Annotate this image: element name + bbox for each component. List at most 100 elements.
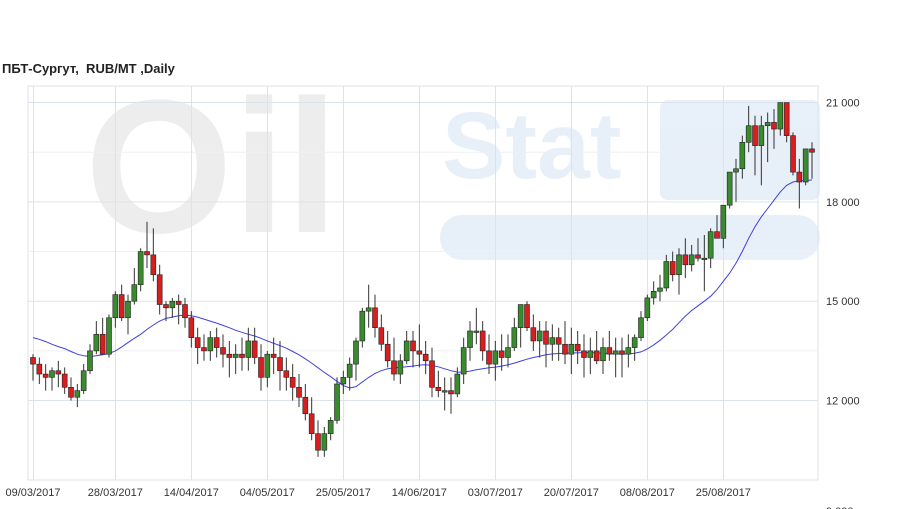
candles-group	[30, 102, 815, 457]
candle-body	[334, 383, 340, 421]
candle-up	[441, 377, 448, 411]
candle-body	[739, 141, 746, 170]
candle-down	[239, 337, 245, 371]
candle-body	[650, 290, 657, 299]
candle-up	[169, 297, 176, 318]
candle-up	[536, 321, 543, 358]
candle-up	[80, 364, 87, 394]
candle-body	[726, 171, 733, 206]
candle-body	[796, 171, 803, 183]
candle-down	[372, 294, 378, 338]
candle-down	[175, 294, 182, 325]
candle-body	[277, 357, 283, 372]
candle-body	[201, 347, 207, 352]
candle-body	[467, 330, 473, 348]
candle-body	[365, 307, 372, 312]
candle-down	[619, 337, 625, 378]
candle-body	[745, 125, 752, 143]
candle-body	[340, 377, 347, 385]
x-axis: 09/03/2017 28/03/2017 14/04/2017 04/05/2017…	[5, 487, 750, 499]
candle-body	[752, 125, 758, 146]
candle-body	[410, 340, 416, 352]
candle-down	[530, 314, 537, 351]
candle-down	[226, 340, 233, 378]
candle-body	[606, 347, 613, 355]
candle-down	[593, 331, 600, 365]
candle-down	[270, 337, 277, 375]
candle-body	[549, 337, 556, 345]
candle-down	[188, 311, 195, 348]
candle-body	[562, 343, 568, 355]
candle-down	[315, 420, 321, 457]
x-tick-label: 14/06/2017	[392, 487, 447, 499]
candle-body	[574, 343, 581, 352]
candle-body	[644, 297, 651, 319]
candle-up	[131, 268, 138, 305]
x-tick-label: 14/04/2017	[164, 487, 219, 499]
candle-body	[384, 343, 391, 362]
candle-down	[562, 321, 568, 365]
candle-up	[346, 357, 353, 391]
candle-body	[99, 334, 106, 355]
candle-body	[758, 125, 765, 146]
candle-up	[701, 234, 708, 292]
candle-body	[498, 350, 505, 358]
candle-down	[448, 377, 454, 414]
candle-down	[68, 377, 74, 401]
candle-body	[435, 386, 442, 391]
candle-body	[669, 261, 676, 276]
candle-body	[809, 148, 815, 153]
candle-up	[232, 344, 239, 375]
candle-body	[346, 363, 353, 378]
candle-down	[669, 251, 676, 282]
candle-body	[264, 353, 271, 378]
candle-body	[790, 135, 796, 173]
candle-up	[568, 327, 575, 375]
x-tick-label: 20/07/2017	[544, 487, 599, 499]
candle-body	[714, 231, 720, 239]
candle-body	[555, 337, 562, 345]
x-tick-label: 25/08/2017	[696, 487, 751, 499]
candle-body	[321, 433, 328, 451]
chart-title: ПБТ-Сургут, RUB/MT ,Daily	[2, 61, 175, 76]
candle-up	[676, 248, 682, 295]
candle-down	[752, 115, 758, 176]
candle-body	[150, 254, 157, 276]
candle-body	[612, 350, 619, 355]
candle-body	[600, 347, 606, 362]
candle-up	[112, 291, 119, 328]
candle-body	[587, 350, 594, 358]
candle-up	[631, 334, 638, 361]
candle-body	[194, 337, 201, 348]
candle-body	[536, 330, 543, 342]
candle-body	[245, 340, 252, 358]
candle-body	[74, 390, 81, 398]
candle-down	[144, 221, 150, 269]
candle-up	[467, 321, 473, 361]
candle-up	[764, 112, 771, 163]
candle-body	[682, 254, 689, 266]
candle-body	[441, 390, 448, 393]
candle-body	[80, 370, 87, 391]
candle-body	[359, 310, 366, 342]
candle-body	[511, 327, 518, 348]
svg-text:Oil: Oil	[85, 61, 338, 273]
candle-body	[619, 350, 625, 355]
grid-lines	[27, 85, 819, 481]
candle-body	[701, 257, 708, 260]
candle-down	[771, 109, 777, 149]
candle-body	[543, 330, 549, 345]
candle-body	[397, 360, 404, 375]
x-tick-label: 25/05/2017	[316, 487, 371, 499]
candle-down	[30, 354, 36, 381]
x-tick-label: 09/03/2017	[5, 487, 60, 499]
candle-up	[125, 294, 131, 335]
candle-up	[587, 337, 594, 375]
candle-up	[454, 367, 461, 398]
candle-body	[676, 254, 682, 276]
candle-up	[49, 367, 55, 391]
candle-body	[422, 353, 429, 362]
candle-body	[524, 304, 530, 328]
candle-up	[707, 228, 714, 269]
